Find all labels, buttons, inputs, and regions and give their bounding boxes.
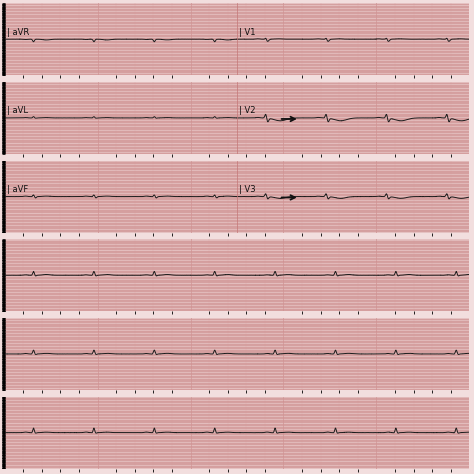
Text: | aVR: | aVR [7,28,29,37]
Text: | aVL: | aVL [7,106,28,115]
Text: | aVF: | aVF [7,185,28,194]
Text: | V2: | V2 [239,106,256,115]
Text: | V1: | V1 [239,28,256,37]
Text: | V3: | V3 [239,185,256,194]
